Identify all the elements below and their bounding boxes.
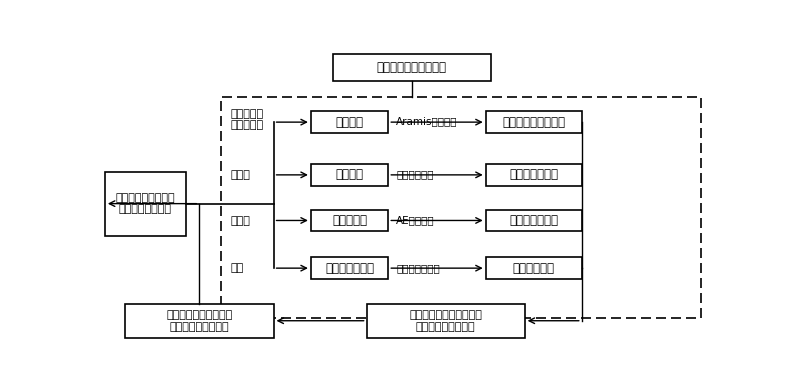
FancyBboxPatch shape [366, 304, 525, 338]
FancyBboxPatch shape [310, 257, 388, 279]
FancyBboxPatch shape [486, 257, 582, 279]
Text: 热电偶: 热电偶 [230, 170, 250, 180]
Text: AE测试系统: AE测试系统 [396, 216, 435, 226]
Text: 监测热疲劳试验的动态过
程，并保存实验数据: 监测热疲劳试验的动态过 程，并保存实验数据 [410, 310, 482, 332]
Text: 复阻抗频谱分析: 复阻抗频谱分析 [396, 263, 440, 273]
Text: 根据实验设计要求及实
时数据控制加热系统: 根据实验设计要求及实 时数据控制加热系统 [166, 310, 232, 332]
Text: 裂纹定位、定量: 裂纹定位、定量 [509, 214, 558, 227]
FancyBboxPatch shape [105, 171, 186, 236]
Text: 温度、温度梯度: 温度、温度梯度 [509, 168, 558, 182]
FancyBboxPatch shape [125, 304, 274, 338]
Text: 高温燃气对试样加热
模拟温度交变环境: 高温燃气对试样加热 模拟温度交变环境 [115, 193, 175, 214]
FancyBboxPatch shape [486, 210, 582, 231]
Text: 复阻抗频谱信号: 复阻抗频谱信号 [325, 262, 374, 275]
Text: 三维应变场、位移场: 三维应变场、位移场 [502, 116, 565, 128]
Text: 数据的实时采集与处理: 数据的实时采集与处理 [377, 61, 446, 74]
FancyBboxPatch shape [310, 111, 388, 133]
Text: 温度信号: 温度信号 [335, 168, 363, 182]
FancyBboxPatch shape [310, 164, 388, 186]
Text: Aramis软件运算: Aramis软件运算 [396, 116, 458, 127]
Text: 电极: 电极 [230, 264, 243, 274]
FancyBboxPatch shape [486, 111, 582, 133]
Text: 图像信号: 图像信号 [335, 116, 363, 128]
FancyBboxPatch shape [310, 210, 388, 231]
FancyBboxPatch shape [333, 54, 490, 81]
Text: 温度采集软件: 温度采集软件 [396, 170, 434, 180]
Text: 微观结构性能: 微观结构性能 [513, 262, 554, 275]
FancyBboxPatch shape [486, 164, 582, 186]
Text: 波导管: 波导管 [230, 216, 250, 226]
Text: 声发射信号: 声发射信号 [332, 214, 367, 227]
Text: 带高温滤镜
的工业相机: 带高温滤镜 的工业相机 [230, 109, 263, 130]
